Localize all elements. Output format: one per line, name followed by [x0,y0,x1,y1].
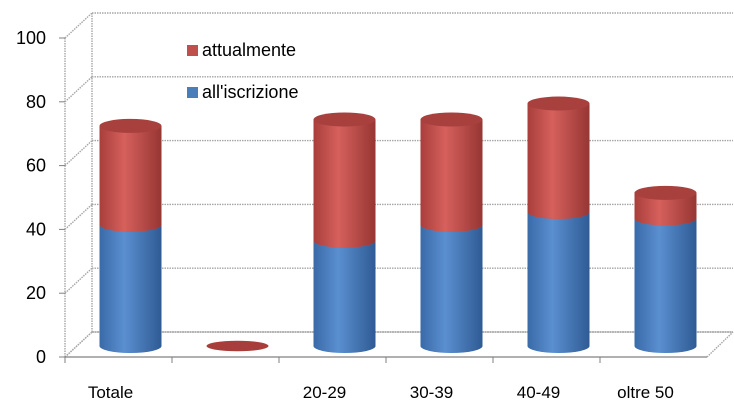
bar-body [99,125,162,232]
bar-segment-attualmente [420,112,483,232]
bar-segment-all-iscrizione [99,217,162,353]
bar-body [527,103,590,220]
y-tick-label: 0 [36,347,46,367]
bar-body [527,212,590,353]
y-tick-label: 80 [26,92,46,112]
bar-segment-attualmente [313,112,376,248]
empty-category-disc [206,340,269,352]
y-tick-label: 40 [26,219,46,239]
plot-walls [64,12,734,358]
legend-label: attualmente [202,40,296,60]
bar-top [313,112,376,127]
bar-body [634,218,697,353]
bar-body [99,224,162,353]
y-tick-label: 20 [26,283,46,303]
side-gridline [64,203,93,230]
bar-body [420,119,483,232]
bar-segment-all-iscrizione [420,217,483,353]
bar-body [313,119,376,248]
legend-swatch [187,45,198,56]
side-gridline [64,12,93,39]
bar-top [527,96,590,111]
bar-top [99,118,162,133]
bars [99,96,697,353]
side-gridline [64,140,93,167]
floor-right-edge [706,331,734,358]
bar-body [313,240,376,353]
axes: 0 20 40 60 80 100 Totale 20-29 30-39 40-49 oltre 5… [16,28,707,402]
bar-segment-all-iscrizione [313,233,376,353]
bar-body [420,224,483,353]
y-tick-label: 60 [26,156,46,176]
legend-label: all'iscrizione [202,82,298,102]
y-tick-label: 100 [16,28,46,48]
side-gridline [64,76,93,103]
bar-top [634,185,697,200]
x-tick-label: oltre 50 [617,383,674,402]
x-tick-label: 40-49 [517,383,560,402]
legend: attualmente all'iscrizione [187,40,298,102]
bar-segment-attualmente [99,118,162,232]
bar-body [634,192,697,226]
x-tick-label: 30-39 [410,383,453,402]
bar-segment-all-iscrizione [634,211,697,353]
floor-back-edge [64,331,733,358]
legend-swatch [187,87,198,98]
bar-segment-all-iscrizione [527,205,590,353]
x-tick-label: 20-29 [303,383,346,402]
bar-segment-attualmente [634,185,697,226]
side-gridline [64,267,93,294]
x-tick-label: Totale [88,383,133,402]
bar-top [420,112,483,127]
bar-segment-attualmente [527,96,590,220]
